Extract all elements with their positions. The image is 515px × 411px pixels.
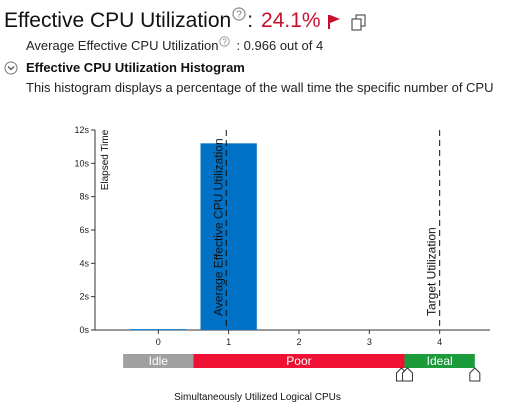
- x-tick-label: 3: [367, 337, 372, 347]
- flag-icon: [327, 14, 341, 30]
- x-axis-title: Simultaneously Utilized Logical CPUs: [174, 392, 341, 403]
- band-label: Poor: [286, 354, 311, 368]
- y-tick-label: 8s: [79, 192, 89, 202]
- svg-text:?: ?: [236, 10, 242, 21]
- x-tick-label: 4: [437, 337, 442, 347]
- page-title: Effective CPU Utilization: [4, 9, 232, 32]
- x-tick-label: 1: [226, 337, 231, 347]
- chevron-down-icon[interactable]: [4, 61, 18, 75]
- histogram-bar: [200, 143, 257, 330]
- histogram-section-toggle[interactable]: Effective CPU Utilization Histogram: [4, 60, 245, 75]
- y-tick-label: 10s: [74, 158, 89, 168]
- histogram-title: Effective CPU Utilization Histogram: [26, 60, 245, 75]
- ideal-upper-handle[interactable]: [469, 367, 481, 382]
- histogram-bar: [130, 329, 187, 331]
- page-title-row: Effective CPU Utilization ? : 24.1%: [4, 6, 368, 36]
- histogram-description: This histogram displays a percentage of …: [26, 80, 494, 95]
- average-utilization-row: Average Effective CPU Utilization ? : 0.…: [26, 35, 324, 53]
- band-label: Ideal: [427, 354, 453, 368]
- svg-text:?: ?: [223, 37, 228, 46]
- average-utilization-label: Average Effective CPU Utilization: [26, 38, 219, 53]
- y-tick-label: 0s: [79, 325, 89, 335]
- ideal-threshold-handle[interactable]: [401, 367, 413, 382]
- y-axis-title: Elapsed Time: [100, 129, 111, 190]
- title-colon: :: [247, 9, 254, 32]
- y-tick-label: 12s: [74, 125, 89, 135]
- utilization-band: [404, 354, 475, 368]
- average-utilization-value: : 0.966 out of 4: [236, 38, 324, 53]
- copy-icon[interactable]: [350, 13, 368, 31]
- y-tick-label: 6s: [79, 225, 89, 235]
- utilization-band: [193, 354, 405, 368]
- y-tick-label: 2s: [79, 292, 89, 302]
- utilization-band: [123, 354, 194, 368]
- marker-label: Average Effective CPU Utilization: [211, 138, 225, 316]
- help-icon[interactable]: ?: [232, 7, 246, 21]
- y-tick-label: 4s: [79, 258, 89, 268]
- x-tick-label: 2: [296, 337, 301, 347]
- utilization-value: 24.1%: [261, 9, 321, 32]
- band-label: Idle: [149, 354, 169, 368]
- x-tick-label: 0: [156, 337, 161, 347]
- marker-label: Target Utilization: [425, 227, 439, 316]
- help-icon[interactable]: ?: [219, 35, 231, 47]
- histogram-chart: 0s 2s 4s 6s 8s 10s 12s Elapsed Time 0 1 2 3 4 Average…: [74, 125, 490, 382]
